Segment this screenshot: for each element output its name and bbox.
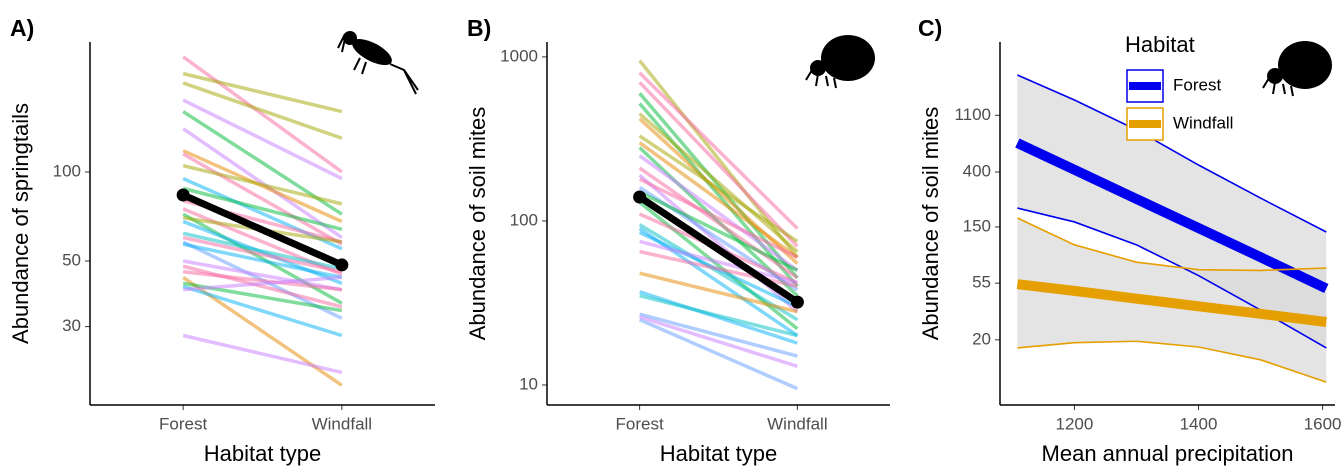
site-line: [638, 134, 799, 243]
y-tick-label: 50: [62, 250, 81, 269]
site-line: [638, 177, 799, 259]
site-line: [639, 312, 798, 358]
panel-label: B): [467, 15, 491, 41]
site-line: [638, 71, 799, 230]
y-tick-label: 10: [519, 374, 538, 393]
y-tick-label: 55: [972, 273, 991, 292]
x-axis-title: Habitat type: [204, 441, 321, 466]
site-line: [638, 173, 799, 313]
site-line: [182, 81, 343, 140]
y-tick-label: 1000: [500, 46, 538, 65]
mean-line: [637, 194, 800, 306]
site-line: [183, 275, 342, 292]
x-tick-label: Forest: [616, 414, 664, 433]
mite-icon: [805, 35, 875, 89]
legend-label: Forest: [1173, 75, 1221, 94]
site-line: [638, 200, 799, 331]
mean-point: [335, 258, 349, 272]
fit-line: [1015, 138, 1329, 294]
mite-icon: [1262, 41, 1332, 97]
y-tick-label: 20: [972, 329, 991, 348]
site-line: [182, 152, 343, 246]
site-line: [638, 112, 799, 253]
site-line: [639, 271, 798, 314]
site-line: [638, 141, 799, 259]
mean-point: [176, 188, 190, 202]
site-line: [639, 315, 798, 368]
site-line: [182, 186, 343, 231]
x-tick-label: Windfall: [312, 414, 372, 433]
panel-label: A): [10, 15, 34, 41]
panel: B) Habitat type Abundance of soil mites 10 1…: [465, 15, 890, 466]
legend-label: Windfall: [1173, 113, 1233, 132]
y-tick-label: 1100: [954, 105, 991, 124]
x-tick-label: 1600: [1304, 414, 1342, 433]
ci-line: [1017, 340, 1327, 383]
fit-line: [1016, 279, 1327, 327]
panel-label: C): [918, 15, 942, 41]
site-line: [182, 333, 343, 375]
site-line: [639, 239, 798, 285]
site-line: [182, 242, 343, 280]
site-line: [638, 154, 799, 272]
site-line: [638, 92, 799, 279]
ci-line: [1017, 74, 1327, 233]
x-tick-label: 1400: [1180, 414, 1218, 433]
y-axis-title: Abundance of soil mites: [918, 107, 943, 341]
legend-title: Habitat: [1125, 32, 1195, 57]
x-axis-title: Mean annual precipitation: [1042, 441, 1294, 466]
site-line: [182, 259, 343, 292]
x-axis-title: Habitat type: [660, 441, 777, 466]
y-tick-label: 100: [53, 161, 81, 180]
site-line: [182, 284, 343, 338]
site-line: [639, 294, 798, 338]
y-axis-title: Abundance of soil mites: [465, 107, 490, 341]
y-tick-label: 150: [963, 216, 991, 235]
site-line: [182, 235, 343, 274]
site-line: [182, 269, 343, 292]
mean-line: [181, 191, 344, 269]
mean-point: [790, 295, 804, 309]
site-line: [638, 166, 799, 280]
x-tick-label: Windfall: [767, 414, 827, 433]
springtail-icon: [337, 31, 419, 95]
ci-line: [1017, 217, 1327, 272]
site-line: [182, 163, 343, 206]
y-tick-label: 30: [62, 316, 81, 335]
site-line: [638, 81, 799, 248]
site-line: [638, 190, 799, 272]
site-line: [182, 71, 343, 114]
site-line: [182, 231, 343, 271]
x-tick-label: Forest: [159, 414, 207, 433]
y-tick-label: 100: [510, 210, 538, 229]
site-line: [182, 98, 343, 181]
mean-point: [633, 190, 647, 204]
site-line: [638, 318, 799, 391]
y-tick-label: 400: [963, 161, 991, 180]
panel: A) Habitat type Abundance of springtails 30…: [8, 15, 435, 466]
x-tick-label: 1200: [1056, 414, 1094, 433]
panel: C) Mean annual precipitation Abundance of …: [918, 15, 1342, 466]
y-axis-title: Abundance of springtails: [8, 103, 33, 344]
site-line: [182, 55, 343, 174]
